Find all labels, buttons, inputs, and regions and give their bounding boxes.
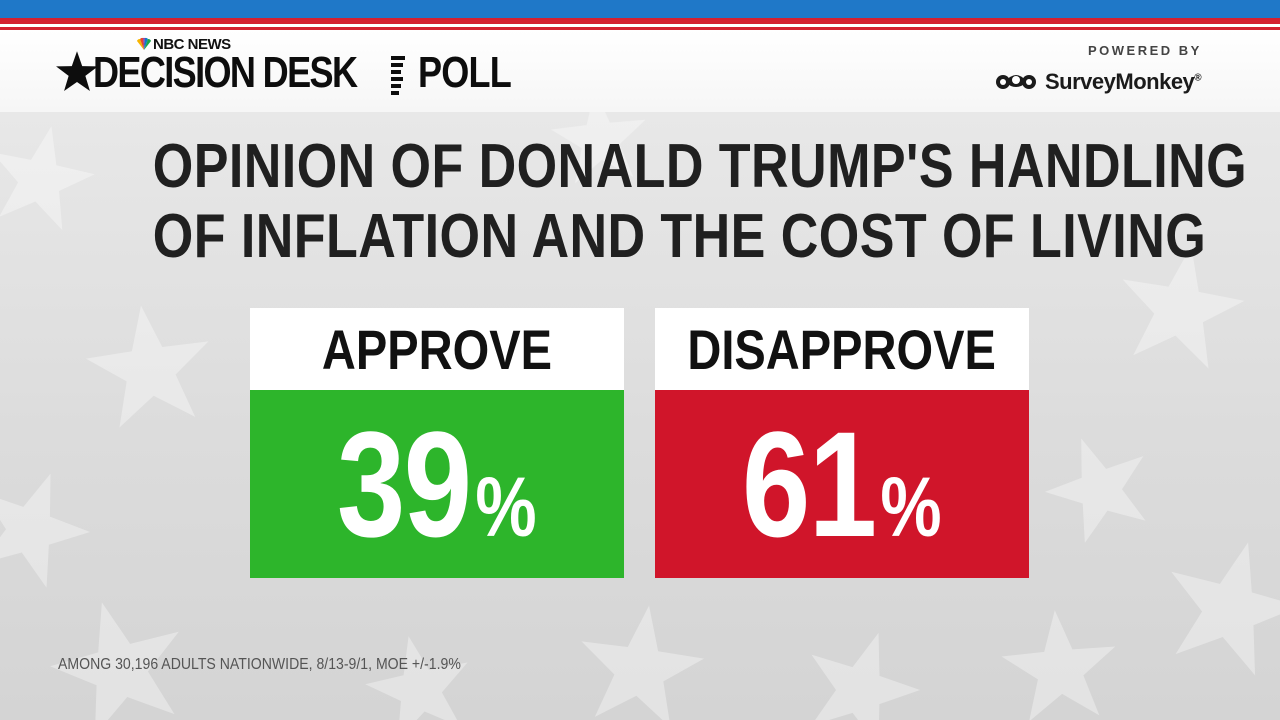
disapprove-value-unit: %: [880, 460, 942, 554]
surveymonkey-logo-icon: [996, 75, 1036, 89]
approve-value-number: 39: [337, 400, 472, 568]
ticker-bars-icon: [391, 56, 405, 95]
header-band: [0, 30, 1280, 112]
approve-value: 39 %: [337, 409, 537, 559]
partner-name-text: SurveyMonkey: [1045, 69, 1195, 94]
chart-title-line-2: OF INFLATION AND THE COST OF LIVING: [152, 202, 1207, 271]
white-stripe: [0, 24, 1280, 27]
disapprove-label-box: DISAPPROVE: [655, 308, 1029, 390]
approve-label: APPROVE: [321, 317, 553, 381]
partner-name: SurveyMonkey®: [1045, 69, 1202, 95]
approve-bar: 39 %: [250, 390, 624, 578]
chart-title-line-1: OPINION OF DONALD TRUMP'S HANDLING: [152, 132, 1248, 201]
red-stripe: [0, 18, 1280, 24]
registered-mark: ®: [1194, 72, 1202, 84]
red-stripe-thin: [0, 27, 1280, 30]
disapprove-card: DISAPPROVE 61 %: [655, 308, 1029, 578]
approve-value-unit: %: [475, 460, 537, 554]
footnote: AMONG 30,196 ADULTS NATIONWIDE, 8/13-9/1…: [58, 656, 461, 673]
approve-label-box: APPROVE: [250, 308, 624, 390]
star-icon: [56, 51, 98, 92]
powered-by-label: POWERED BY: [1088, 43, 1202, 58]
approve-card: APPROVE 39 %: [250, 308, 624, 578]
decision-desk-logo: NBC NEWS DECISION DESK POLL: [55, 36, 525, 106]
disapprove-bar: 61 %: [655, 390, 1029, 578]
disapprove-value: 61 %: [742, 409, 942, 559]
chart-title: OPINION OF DONALD TRUMP'S HANDLING OF IN…: [60, 132, 1248, 272]
blue-stripe: [0, 0, 1280, 18]
disapprove-label: DISAPPROVE: [687, 317, 997, 381]
top-stripe: [0, 0, 1280, 30]
brand-poll: POLL: [418, 48, 512, 97]
network-name: NBC NEWS: [153, 36, 231, 53]
disapprove-value-number: 61: [742, 400, 877, 568]
peacock-icon: [137, 37, 151, 50]
brand-title: DECISION DESK: [93, 48, 358, 97]
